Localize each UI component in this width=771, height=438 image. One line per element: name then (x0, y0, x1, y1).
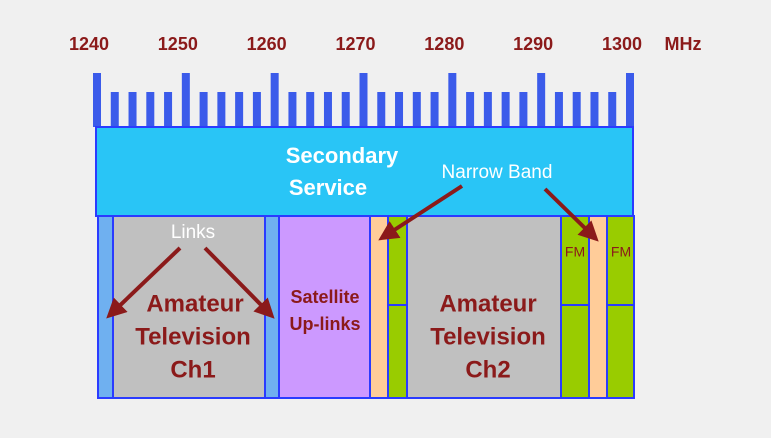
arrow (378, 184, 464, 241)
minor-tick (608, 92, 617, 127)
atv-ch1-block (112, 215, 266, 399)
secondary-service-band (95, 126, 634, 217)
minor-tick (110, 92, 119, 127)
scale-label: 1300 (602, 34, 642, 54)
atv1-label: Television (135, 323, 251, 350)
minor-tick (288, 92, 297, 127)
minor-tick (199, 92, 208, 127)
major-tick (448, 73, 457, 127)
links-label: Links (171, 222, 215, 243)
links-strip (97, 215, 114, 399)
minor-tick (466, 92, 475, 127)
arrow (203, 246, 275, 319)
arrow (106, 246, 182, 319)
green-block (387, 304, 408, 399)
atv2-label: Television (430, 323, 546, 350)
minor-tick (164, 92, 173, 127)
scale-label: 1290 (513, 34, 553, 54)
major-tick (93, 73, 101, 127)
minor-tick (554, 92, 563, 127)
minor-tick (590, 92, 599, 127)
narrow-band-strip (369, 215, 389, 399)
minor-tick (306, 92, 315, 127)
scale-label: 1270 (335, 34, 375, 54)
major-tick (537, 73, 546, 127)
atv2-label: Ch2 (465, 356, 510, 383)
major-tick (626, 73, 634, 127)
satellite-label: Satellite (290, 287, 359, 307)
major-tick (270, 73, 279, 127)
minor-tick (483, 92, 492, 127)
scale-label: 1240 (69, 34, 109, 54)
scale-unit: MHz (665, 34, 702, 54)
fm-label: FM (611, 244, 631, 260)
satellite-label: Up-links (289, 314, 360, 334)
minor-tick (252, 92, 261, 127)
atv1-label: Amateur (146, 290, 243, 317)
minor-tick (128, 92, 137, 127)
secondary-label: Secondary (286, 143, 399, 168)
minor-tick (412, 92, 421, 127)
minor-tick (501, 92, 510, 127)
minor-tick (341, 92, 350, 127)
narrow-band-strip (588, 215, 608, 399)
scale-label: 1260 (247, 34, 287, 54)
atv1-label: Ch1 (170, 356, 215, 383)
minor-tick (217, 92, 226, 127)
atv-ch2-block (406, 215, 562, 399)
links-strip (264, 215, 280, 399)
scale-label: 1280 (424, 34, 464, 54)
minor-tick (572, 92, 581, 127)
minor-tick (323, 92, 332, 127)
minor-tick (377, 92, 386, 127)
major-tick (359, 73, 368, 127)
scale-label: 1250 (158, 34, 198, 54)
minor-tick (146, 92, 155, 127)
satellite-block (278, 215, 371, 399)
fm-label: FM (565, 244, 585, 260)
minor-tick (235, 92, 244, 127)
atv2-label: Amateur (439, 290, 536, 317)
fm-block (606, 215, 635, 306)
major-tick (181, 73, 190, 127)
green-block (560, 304, 590, 399)
secondary-label: Service (289, 175, 367, 200)
green-block (606, 304, 635, 399)
frequency-ticks (93, 73, 634, 127)
arrow (543, 187, 599, 242)
minor-tick (430, 92, 439, 127)
narrow-band-label: Narrow Band (442, 162, 553, 183)
minor-tick (519, 92, 528, 127)
minor-tick (395, 92, 404, 127)
